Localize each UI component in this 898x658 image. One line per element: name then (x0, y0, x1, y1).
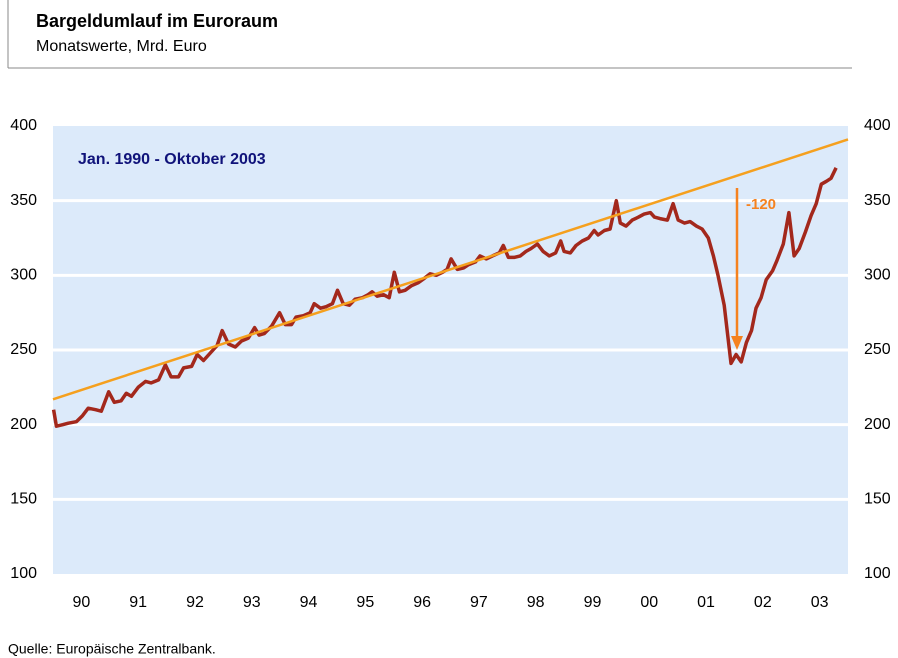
x-tick-label: 97 (470, 594, 488, 611)
x-tick-label: 96 (413, 594, 431, 611)
y2-tick-label: 200 (864, 416, 891, 433)
source: Quelle: Europäische Zentralbank. (8, 641, 216, 657)
x-tick-label: 01 (697, 594, 715, 611)
x-tick-label: 91 (129, 594, 147, 611)
x-tick-label: 00 (640, 594, 658, 611)
y2-tick-label: 100 (864, 565, 891, 582)
x-tick-label: 92 (186, 594, 204, 611)
x-tick-label: 02 (754, 594, 772, 611)
x-tick-label: 99 (584, 594, 602, 611)
y2-tick-label: 250 (864, 341, 891, 358)
y2-tick-label: 150 (864, 491, 891, 508)
series-line (51, 167, 838, 428)
annotation: Jan. 1990 - Oktober 2003 (78, 151, 266, 168)
x-tick-label: 03 (811, 594, 829, 611)
chart-title: Bargeldumlauf im Euroraum (36, 11, 278, 31)
y-tick-label: 300 (10, 267, 37, 284)
x-tick-label: 90 (72, 594, 90, 611)
y-tick-label: 100 (10, 565, 37, 582)
y2-tick-label: 350 (864, 192, 891, 209)
y-tick-label: 250 (10, 341, 37, 358)
x-tick-label: 98 (527, 594, 545, 611)
y2-tick-label: 400 (864, 117, 891, 134)
y-tick-label: 150 (10, 491, 37, 508)
y2-tick-label: 300 (864, 267, 891, 284)
x-tick-label: 95 (356, 594, 374, 611)
x-tick-label: 93 (243, 594, 261, 611)
annotation: -120 (746, 196, 776, 213)
x-tick-label: 94 (300, 594, 318, 611)
y-tick-label: 400 (10, 117, 37, 134)
chart-subtitle: Monatswerte, Mrd. Euro (36, 38, 207, 55)
series-line (52, 138, 849, 401)
y-tick-label: 200 (10, 416, 37, 433)
y-tick-label: 350 (10, 192, 37, 209)
arrow-head (731, 336, 743, 350)
